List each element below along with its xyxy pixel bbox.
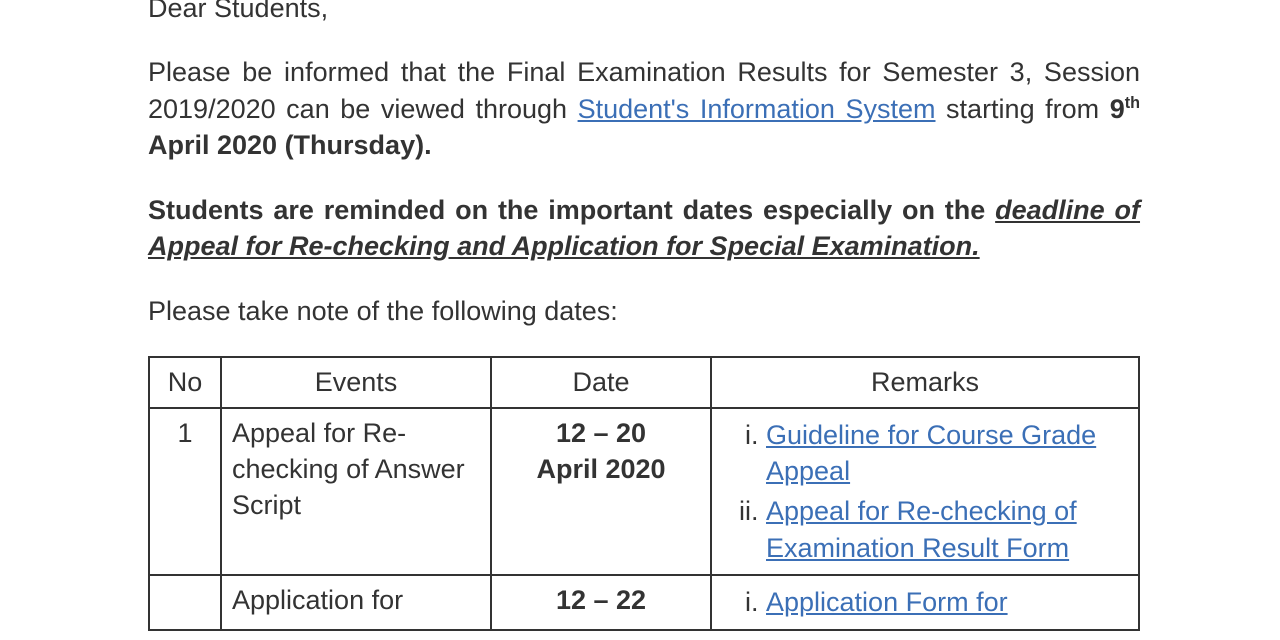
table-row: 1 Appeal for Re-checking of Answer Scrip…: [149, 408, 1139, 576]
date-ordinal: th: [1125, 94, 1140, 112]
th-remarks: Remarks: [711, 357, 1139, 407]
note-line: Please take note of the following dates:: [148, 293, 1140, 329]
document-body: Dear Students, Please be informed that t…: [0, 0, 1280, 631]
list-item: Guideline for Course Grade Appeal: [766, 415, 1128, 492]
date-line2: April 2020: [536, 454, 665, 484]
list-item: Appeal for Re-checking of Examination Re…: [766, 491, 1128, 568]
cell-no: [149, 575, 221, 629]
th-no: No: [149, 357, 221, 407]
sis-link[interactable]: Student's Information System: [578, 94, 936, 124]
reminder-paragraph: Students are reminded on the important d…: [148, 192, 1140, 265]
remark-link-application-form[interactable]: Application Form for: [766, 587, 1008, 617]
dates-table: No Events Date Remarks 1 Appeal for Re-c…: [148, 356, 1140, 631]
table-header-row: No Events Date Remarks: [149, 357, 1139, 407]
remarks-list: Guideline for Course Grade Appeal Appeal…: [722, 415, 1128, 569]
cell-remarks: Guideline for Course Grade Appeal Appeal…: [711, 408, 1139, 576]
list-item: Application Form for: [766, 582, 1128, 622]
reminder-lead: Students are reminded on the important d…: [148, 195, 995, 225]
cell-remarks: Application Form for: [711, 575, 1139, 629]
intro-after-link: starting from: [936, 94, 1110, 124]
th-events: Events: [221, 357, 491, 407]
th-date: Date: [491, 357, 711, 407]
remark-link-guideline[interactable]: Guideline for Course Grade Appeal: [766, 420, 1096, 486]
table-row: Application for 12 – 22 Application Form…: [149, 575, 1139, 629]
salutation: Dear Students,: [148, 0, 1140, 26]
date-line1: 12 – 20: [556, 418, 646, 448]
intro-paragraph: Please be informed that the Final Examin…: [148, 54, 1140, 163]
cell-event: Application for: [221, 575, 491, 629]
cell-date: 12 – 20 April 2020: [491, 408, 711, 576]
cell-event: Appeal for Re-checking of Answer Script: [221, 408, 491, 576]
cell-no: 1: [149, 408, 221, 576]
remarks-list: Application Form for: [722, 582, 1128, 622]
date-rest: April 2020 (Thursday).: [148, 130, 432, 160]
cell-date: 12 – 22: [491, 575, 711, 629]
remark-link-appeal-form[interactable]: Appeal for Re-checking of Examination Re…: [766, 496, 1077, 562]
date-day: 9: [1110, 94, 1125, 124]
